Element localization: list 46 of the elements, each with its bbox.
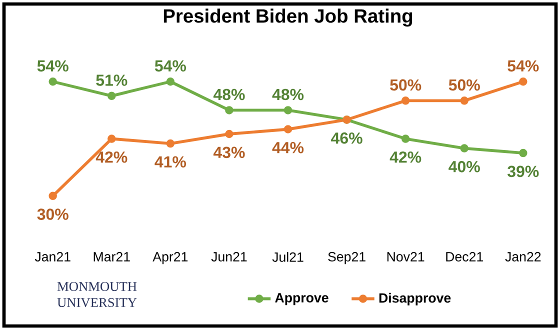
point (519, 148, 528, 158)
data-label: 54% (37, 60, 68, 72)
data-label: 42% (96, 151, 128, 163)
point (401, 96, 410, 105)
data-label: 48% (272, 88, 304, 100)
data-label: 41% (154, 156, 186, 168)
point (284, 125, 292, 134)
data-label: 51% (96, 74, 128, 86)
legend-label: Approve (275, 293, 328, 306)
text: MONMOUTH UNIVERSITY (57, 282, 137, 308)
data-label: 44% (272, 142, 304, 154)
data-label: 50% (390, 79, 422, 91)
x-tick-label: Jun21 (211, 252, 247, 262)
legend-label: Disapprove (379, 292, 451, 306)
point (225, 130, 234, 138)
x-tick-label: Nov21 (387, 252, 424, 262)
point (401, 134, 410, 143)
data-label: 43% (213, 146, 245, 158)
point (519, 77, 528, 86)
x-tick-label: Jul21 (272, 252, 304, 262)
point (48, 192, 57, 200)
data-label: 42% (390, 151, 422, 163)
data-label: 39% (508, 166, 539, 178)
x-tick-label: Apr21 (152, 252, 188, 264)
point (166, 77, 175, 86)
point (225, 106, 234, 114)
x-tick-label: Jan22 (505, 252, 541, 262)
data-label: 46% (331, 132, 362, 144)
data-label: 54% (154, 60, 186, 72)
x-tick-label: Mar21 (94, 252, 130, 262)
point (108, 92, 116, 100)
data-label: 30% (37, 208, 68, 220)
point (460, 144, 468, 152)
data-label: 48% (213, 88, 245, 100)
x-tick-label: Jan21 (34, 252, 70, 262)
data-label: 50% (448, 79, 480, 91)
point (284, 106, 292, 114)
x-tick-label: Dec21 (446, 252, 483, 262)
point (48, 77, 57, 86)
point (166, 139, 175, 148)
point (108, 134, 116, 143)
data-label: 54% (508, 60, 539, 72)
chart-title: President Biden Job Rating (164, 8, 412, 27)
x-tick-label: Sep21 (328, 252, 366, 264)
data-label: 40% (448, 161, 480, 172)
point (460, 96, 468, 105)
